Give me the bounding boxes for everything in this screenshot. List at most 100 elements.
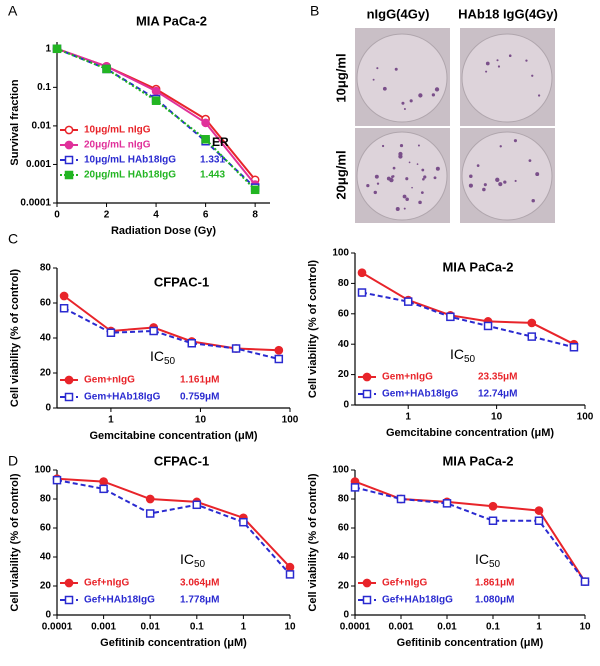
legend-marker (64, 170, 74, 180)
x-tick-label: 6 (203, 210, 209, 221)
x-axis-label: Gefitinib concentration (μM) (100, 637, 247, 649)
colony (423, 175, 427, 179)
x-tick-label: 4 (153, 210, 159, 221)
y-tick-label: 80 (40, 263, 52, 274)
y-tick-label: 100 (332, 248, 349, 259)
colony (495, 177, 500, 182)
y-tick-label: 60 (40, 523, 52, 534)
legend-label: Gef+HAb18IgG (84, 595, 155, 606)
row-heading: 20μg/ml (333, 150, 348, 199)
colony (420, 191, 424, 195)
y-tick-label: 1 (45, 43, 51, 54)
x-axis-label: Gefitinib concentration (μM) (397, 637, 544, 649)
point (403, 297, 413, 306)
panel-label: D (8, 453, 18, 469)
point (52, 475, 62, 485)
point (446, 312, 455, 322)
colony (405, 197, 409, 202)
fit-line (361, 271, 575, 346)
fit-line (354, 486, 586, 583)
y-tick-label: 60 (338, 523, 350, 534)
legend-value: 3.064μM (180, 578, 219, 589)
point (151, 86, 161, 96)
x-tick-label: 0.001 (91, 622, 116, 633)
x-axis-label: Radiation Dose (Gy) (111, 225, 216, 237)
point (396, 494, 406, 504)
point (231, 344, 241, 353)
legend-value: 23.35μM (478, 372, 517, 383)
point (483, 321, 493, 331)
y-tick-label: 40 (338, 339, 350, 350)
colony (503, 180, 507, 184)
chart-title: CFPAC-1 (154, 274, 209, 289)
point (145, 494, 155, 504)
y-axis-label: Cell viability (% of control) (9, 473, 21, 611)
legend-header-text: IC (150, 348, 164, 364)
point (357, 268, 367, 278)
colony (416, 163, 419, 165)
point (239, 517, 248, 527)
chart-title: MIA PaCa-2 (442, 453, 513, 468)
fit-line (56, 47, 256, 191)
colony (508, 54, 512, 57)
colony (435, 166, 440, 171)
y-tick-label: 60 (338, 308, 350, 319)
legend-header: ER (212, 135, 229, 149)
legend-label: Gem+nIgG (84, 375, 135, 386)
x-tick-label: 100 (282, 415, 299, 426)
legend-header-text: IC (475, 551, 489, 567)
y-tick-label: 0.01 (32, 121, 52, 132)
dish-photos (355, 28, 555, 223)
colony (391, 175, 394, 179)
legend-label: Gem+HAb18IgG (84, 392, 161, 403)
point (534, 516, 544, 525)
colony (482, 187, 486, 192)
colony (392, 166, 396, 170)
legend-header-text: IC (180, 551, 194, 567)
colony (372, 78, 375, 81)
colony (398, 151, 403, 157)
legend-marker (64, 392, 74, 402)
point (145, 509, 155, 518)
legend-header-text: ER (212, 135, 229, 149)
colony (386, 176, 391, 181)
colony (498, 182, 503, 187)
colony (537, 94, 541, 97)
legend-header-sub: 50 (464, 354, 476, 365)
colony (497, 65, 501, 68)
point (580, 577, 590, 586)
y-tick-label: 100 (34, 465, 51, 476)
point (106, 328, 116, 337)
legend-value: 1.080μM (475, 595, 514, 606)
point (534, 506, 544, 515)
legend-header: IC50 (180, 551, 206, 570)
point (59, 304, 69, 313)
x-tick-label: 0 (54, 210, 60, 221)
legend-label: 10μg/mL nIgG (84, 125, 151, 136)
x-tick-label: 1 (405, 412, 411, 423)
legend-marker (64, 595, 74, 605)
point (201, 135, 210, 144)
dish (461, 33, 553, 123)
y-axis-label: Cell viability (% of control) (307, 260, 319, 398)
point (201, 118, 210, 128)
colony (373, 190, 377, 195)
y-tick-label: 20 (338, 369, 350, 380)
x-tick-label: 1 (241, 622, 247, 633)
legend-header-sub: 50 (164, 356, 176, 367)
panel-label: B (310, 3, 319, 19)
point (102, 64, 111, 74)
legend-value: 1.443 (200, 170, 225, 181)
x-tick-label: 0.01 (437, 622, 457, 633)
point (99, 484, 108, 494)
colony (421, 168, 425, 172)
y-tick-label: 0 (343, 400, 349, 411)
dish (356, 131, 448, 221)
colony (485, 70, 488, 73)
colony (381, 144, 385, 148)
y-tick-label: 100 (332, 465, 349, 476)
colony (366, 184, 370, 188)
legend-value: 1.778μM (180, 595, 219, 606)
x-tick-label: 10 (579, 622, 591, 633)
legend-marker (64, 140, 74, 150)
